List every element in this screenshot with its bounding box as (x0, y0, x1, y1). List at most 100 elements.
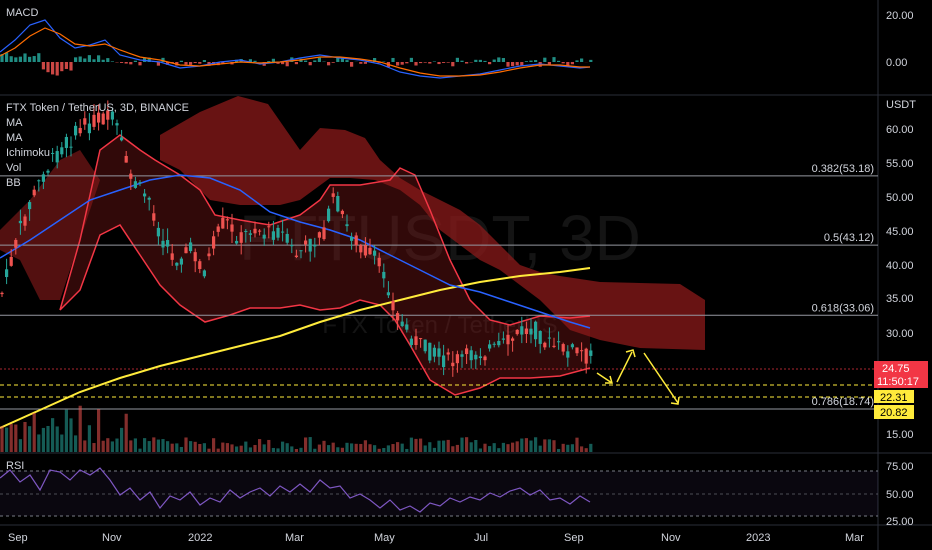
volume-bar (202, 443, 206, 452)
volume-bar (212, 438, 216, 452)
volume-bar (354, 443, 358, 452)
volume-bar (60, 434, 64, 452)
ma-slow-line (0, 267, 591, 429)
candle-body (538, 330, 542, 344)
candle-body (313, 244, 317, 247)
macd-histogram-bar (524, 61, 528, 62)
candle-body (198, 261, 202, 270)
macd-histogram-bar (529, 60, 533, 62)
macd-histogram-bar (294, 62, 298, 65)
price-axis[interactable]: 20.00 0.00 USDT 60.00 55.00 50.00 45.00 … (886, 10, 916, 528)
volume-bar (83, 440, 87, 452)
volume-bar (124, 413, 128, 452)
volume-bar (377, 448, 381, 452)
volume-bar (557, 448, 561, 452)
candle-body (423, 339, 427, 352)
rsi-tick: 25.00 (886, 516, 914, 528)
time-tick: 2022 (188, 532, 212, 544)
macd-histogram-bar (41, 62, 45, 70)
candle-body (501, 338, 505, 340)
price-tick: 30.00 (886, 328, 914, 340)
volume-bar (106, 438, 110, 452)
macd-tick: 20.00 (886, 10, 914, 22)
candle-body (120, 137, 124, 141)
indicator-ma-1[interactable]: MA (6, 117, 23, 129)
target-lines (0, 368, 878, 398)
volume-bar (308, 437, 312, 452)
indicator-ma-2[interactable]: MA (6, 132, 23, 144)
candle-body (101, 113, 105, 125)
fib-levels: 0.382(53.18) 0.5(43.12) 0.618(33.06) 0.786(… (0, 163, 878, 410)
candle-body (570, 344, 574, 348)
volume-bar (419, 438, 423, 452)
countdown: 11:50:17 (877, 376, 919, 388)
macd-histogram-bar (488, 62, 492, 65)
symbol-line[interactable]: FTX Token / TetherUS, 3D, BINANCE (6, 102, 189, 114)
price-tick: 60.00 (886, 124, 914, 136)
volume-bar (267, 439, 271, 452)
volume-bar (515, 441, 519, 452)
volume-bar (239, 445, 243, 452)
macd-histogram-bar (189, 62, 193, 65)
macd-histogram-bar (428, 62, 432, 64)
macd-histogram-bar (520, 62, 524, 66)
candle-body (156, 227, 160, 237)
candle-body (147, 197, 151, 200)
candle-body (271, 231, 275, 240)
candle-body (78, 127, 82, 134)
macd-histogram-bar (28, 56, 32, 62)
indicator-ichimoku[interactable]: Ichimoku (6, 147, 51, 159)
time-tick: 2023 (746, 532, 770, 544)
candle-body (469, 350, 473, 361)
macd-histogram-bar (543, 57, 547, 62)
volume-bar (524, 438, 528, 452)
indicator-bb[interactable]: BB (6, 177, 21, 189)
macd-histogram-bar (221, 62, 225, 64)
candle-body (442, 355, 446, 368)
candle-body (409, 338, 413, 346)
candle-body (23, 216, 27, 226)
volume-bar (469, 442, 473, 452)
macd-histogram-bar (363, 62, 367, 64)
volume-bar (138, 448, 142, 452)
volume-bar (156, 439, 160, 452)
volume-bar (235, 446, 239, 452)
candle-body (290, 245, 294, 247)
macd-histogram-bar (575, 60, 579, 62)
candle-body (184, 247, 188, 254)
macd-histogram-bar (414, 62, 418, 66)
volume-bar (313, 448, 317, 452)
volume-bar (290, 446, 294, 452)
candle-body (322, 227, 326, 240)
volume-bar (207, 448, 211, 452)
macd-signal-line (0, 27, 590, 77)
volume-bar (221, 442, 225, 452)
candle-body (497, 340, 501, 346)
candle-body (543, 342, 547, 348)
candle-body (534, 321, 538, 340)
candle-body (28, 202, 32, 210)
volume-bar (520, 438, 524, 452)
fib-label: 0.382(53.18) (812, 163, 874, 175)
macd-histogram-bar (345, 60, 349, 62)
candle-body (32, 189, 36, 196)
volume-bar (166, 441, 170, 452)
time-tick: Nov (661, 532, 681, 544)
rsi-tick: 75.00 (886, 461, 914, 473)
candle-body (331, 193, 335, 197)
candle-body (46, 170, 50, 173)
ichimoku-cloud (160, 96, 705, 350)
volume-bar (46, 425, 50, 452)
macd-histogram-bar (327, 62, 331, 66)
candle-body (350, 236, 354, 241)
volume-bar (492, 443, 496, 452)
volume-bar (382, 447, 386, 452)
bb-fill (60, 135, 590, 395)
macd-histogram-bar (483, 60, 487, 62)
time-axis[interactable]: Sep Nov 2022 Mar May Jul Sep Nov 2023 Ma… (8, 532, 864, 544)
candle-body (143, 193, 147, 197)
last-price-value: 24.75 (882, 363, 910, 375)
indicator-vol[interactable]: Vol (6, 162, 22, 174)
macd-histogram-bar (423, 62, 427, 63)
